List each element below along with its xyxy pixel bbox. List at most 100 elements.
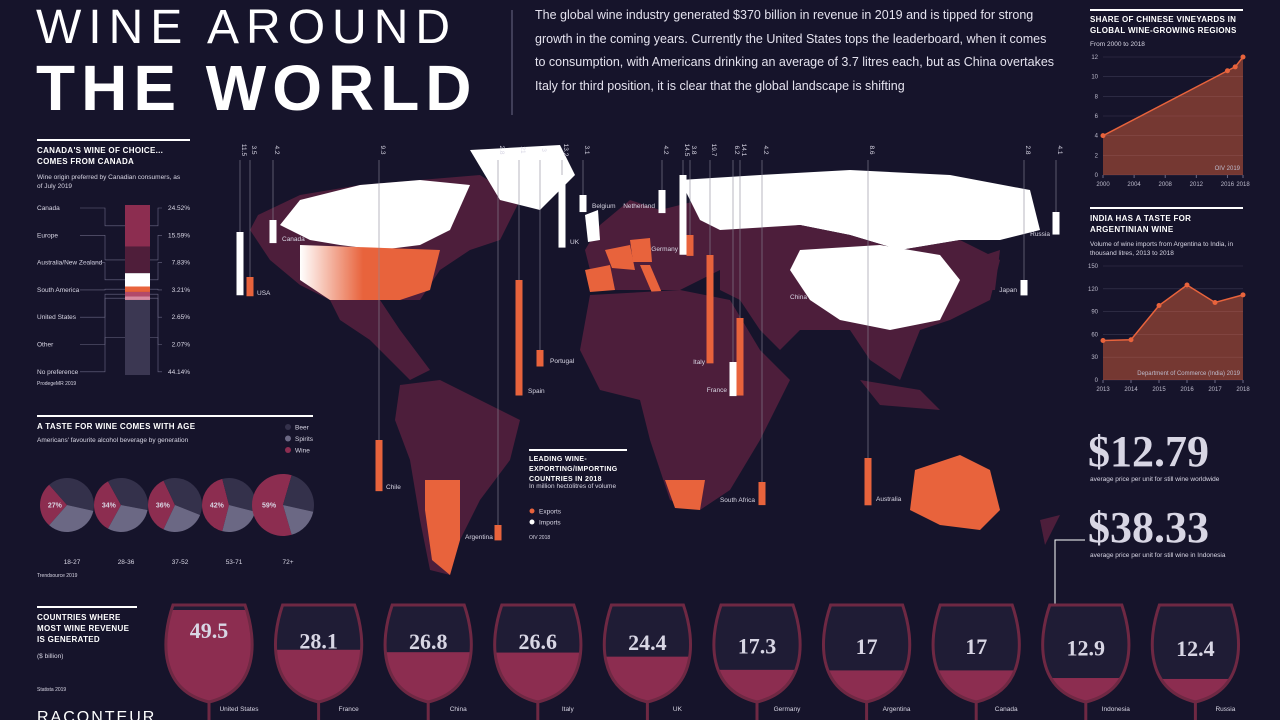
connector [80, 337, 125, 373]
pie-slice [49, 477, 95, 511]
value-label: 42% [210, 503, 225, 510]
country-label: France [707, 387, 728, 394]
value-label: 8.6 [868, 145, 875, 154]
y-tick-label: 0 [1095, 378, 1099, 384]
pie-slice [283, 475, 314, 512]
y-tick-label: 30 [1091, 355, 1098, 361]
landmass [630, 238, 652, 262]
x-tick-label: 2017 [1208, 387, 1222, 393]
bar [736, 318, 744, 396]
point [1100, 133, 1106, 139]
landmass [585, 265, 615, 292]
bar [236, 232, 244, 296]
value-label: 26.8 [409, 629, 448, 654]
value-label: 13.2 [562, 144, 569, 157]
landmass [860, 380, 940, 410]
category-label: Canada [995, 706, 1018, 713]
value-label: 24.4 [628, 630, 667, 655]
value-label: 4.2 [662, 145, 669, 154]
value-label: 3.8 [690, 145, 697, 154]
value-label: 4.1 [1056, 145, 1063, 154]
landmass [985, 250, 1000, 290]
connector [80, 288, 125, 291]
value-label: 36% [156, 503, 171, 510]
value-label: 26.6 [519, 629, 558, 654]
y-tick-label: 0 [1095, 173, 1099, 179]
connector [150, 337, 162, 373]
glass-outline [493, 603, 583, 704]
legend-swatch [529, 519, 535, 525]
stat-value: $38.33 [1088, 503, 1209, 552]
chart-title: SHARE OF CHINESE VINEYARDS IN GLOBAL WIN… [1090, 15, 1237, 35]
y-tick-label: 12 [1091, 55, 1098, 61]
pie-slice [93, 481, 121, 529]
area [1103, 285, 1243, 380]
category-label: 72+ [282, 559, 293, 566]
landmass [330, 300, 430, 380]
category-label: Germany [774, 706, 801, 713]
x-tick-label: 2000 [1096, 182, 1110, 188]
value-label: 2.8 [498, 145, 505, 154]
country-label: UK [570, 239, 580, 246]
connector [150, 235, 162, 261]
y-tick-label: 150 [1088, 264, 1099, 270]
landmass [585, 210, 600, 242]
bar [758, 482, 766, 506]
value-label: 19.7 [710, 144, 717, 157]
source: Department of Commerce (India) 2019 [1137, 371, 1240, 377]
pie-slice [163, 505, 201, 532]
landmass [470, 145, 575, 210]
source: Trendsource 2019 [37, 573, 78, 579]
x-tick-label: 2016 [1221, 182, 1235, 188]
category-label: United States [37, 314, 77, 321]
bar [658, 190, 666, 214]
source: OIV 2018 [529, 535, 550, 541]
area [1103, 57, 1243, 175]
value-label: 14.5 [683, 144, 690, 157]
value-label: 3.1 [583, 145, 590, 154]
pie-slice [163, 477, 202, 515]
landmass [605, 245, 635, 270]
line [1102, 56, 1244, 137]
pie-slice [107, 478, 148, 511]
country-label: South Africa [720, 497, 755, 504]
connector [150, 288, 162, 291]
title-line1: WINE AROUND [36, 1, 458, 54]
point [1184, 282, 1190, 288]
x-tick-label: 2018 [1236, 387, 1250, 393]
category-label: Argentina [883, 706, 911, 713]
value-label: 9.3 [379, 145, 386, 154]
connector [150, 262, 162, 281]
value-label: 4.2 [762, 145, 769, 154]
value-label: 21 [519, 146, 526, 154]
country-label: Italy [693, 359, 706, 366]
value-label: 3.5 [250, 145, 257, 154]
legend-swatch [285, 435, 291, 442]
bar [558, 175, 566, 248]
country-label: Argentina [465, 534, 493, 541]
x-tick-label: 2018 [1236, 182, 1250, 188]
pie-slice [202, 478, 229, 532]
category-label: Canada [37, 205, 60, 212]
connector [80, 262, 125, 281]
landmass [425, 480, 460, 575]
glass-outline [1150, 603, 1241, 704]
glass-fill [1152, 678, 1239, 702]
country-label: Japan [999, 287, 1017, 294]
bar [515, 280, 523, 396]
country-label: Australia [876, 496, 902, 503]
country-label: Portugal [550, 358, 575, 365]
bar [579, 195, 587, 213]
point [1232, 64, 1238, 70]
connector [150, 293, 162, 318]
glass-outline [821, 603, 912, 704]
source: ProdegeMR 2019 [37, 381, 76, 387]
country-label: Spain [528, 388, 545, 395]
bar [679, 175, 687, 255]
value-label: 59% [262, 503, 277, 510]
glass-outline [1041, 603, 1131, 704]
pie-slice [39, 484, 67, 526]
point [1100, 337, 1106, 343]
